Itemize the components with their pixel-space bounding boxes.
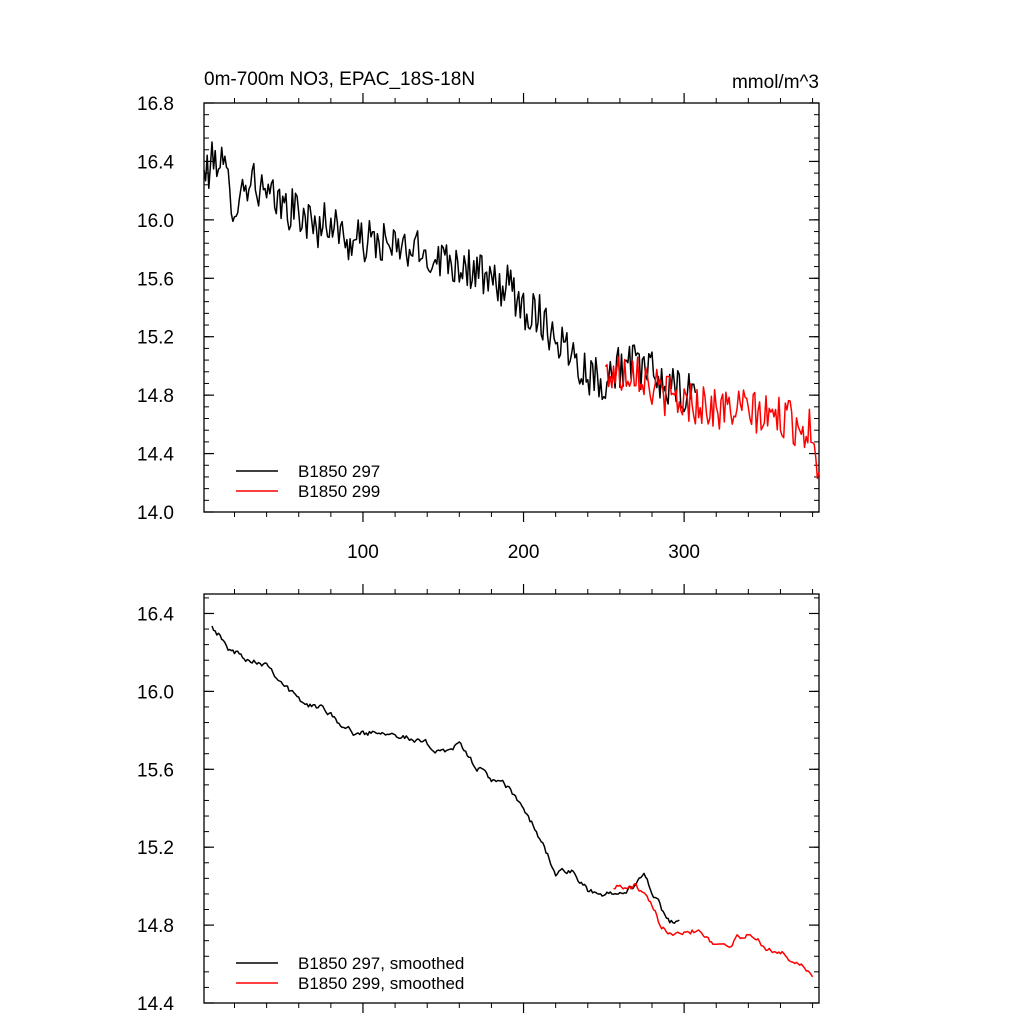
y-tick-label: 16.0 — [137, 682, 174, 703]
top-panel-ticks: 14.0 14.4 14.8 15.2 15.6 16.0 16.4 16.8 100 200 30… — [137, 93, 819, 563]
x-tick-label: 300 — [668, 542, 700, 563]
bottom-panel: 14.4 14.8 15.2 15.6 16.0 16.4 B1850 297, smoo… — [137, 584, 820, 1015]
y-tick-label: 14.4 — [137, 994, 174, 1015]
bottom-panel-series — [211, 625, 814, 978]
y-tick-label: 16.4 — [137, 152, 174, 173]
legend-label-b1850-297: B1850 297 — [298, 462, 380, 481]
chart-title: 0m-700m NO3, EPAC_18S-18N — [204, 69, 475, 90]
y-tick-label: 14.8 — [137, 386, 174, 407]
x-tick-label: 200 — [508, 542, 540, 563]
legend-label-b1850-299: B1850 299 — [298, 482, 380, 501]
y-tick-label: 14.8 — [137, 916, 174, 937]
y-tick-label: 15.6 — [137, 269, 174, 290]
x-tick-label: 100 — [347, 542, 379, 563]
series-line-b1850-297 — [203, 141, 697, 413]
bottom-panel-ticks: 14.4 14.8 15.2 15.6 16.0 16.4 — [137, 584, 819, 1015]
y-tick-label: 16.4 — [137, 604, 174, 625]
top-panel-series — [203, 141, 820, 480]
y-tick-label: 14.0 — [137, 503, 174, 524]
y-tick-label: 15.2 — [137, 328, 174, 349]
y-tick-label: 15.6 — [137, 760, 174, 781]
bottom-panel-legend: B1850 297, smoothed B1850 299, smoothed — [236, 954, 464, 993]
top-panel-legend: B1850 297 B1850 299 — [236, 462, 380, 501]
legend-label-b1850-297-smoothed: B1850 297, smoothed — [298, 954, 464, 973]
y-tick-label: 16.8 — [137, 94, 174, 115]
bottom-panel-frame — [203, 593, 820, 1004]
series-line-b1850-299 — [604, 356, 820, 480]
series-line-b1850-297-smoothed — [211, 625, 680, 924]
chart-units: mmol/m^3 — [732, 72, 819, 93]
y-tick-label: 14.4 — [137, 445, 174, 466]
series-line-b1850-299-smoothed — [613, 882, 814, 978]
y-tick-label: 15.2 — [137, 838, 174, 859]
legend-label-b1850-299-smoothed: B1850 299, smoothed — [298, 974, 464, 993]
top-panel: 0m-700m NO3, EPAC_18S-18N mmol/m^3 14.01… — [137, 69, 820, 563]
y-tick-label: 16.0 — [137, 211, 174, 232]
top-panel-frame — [203, 102, 820, 513]
